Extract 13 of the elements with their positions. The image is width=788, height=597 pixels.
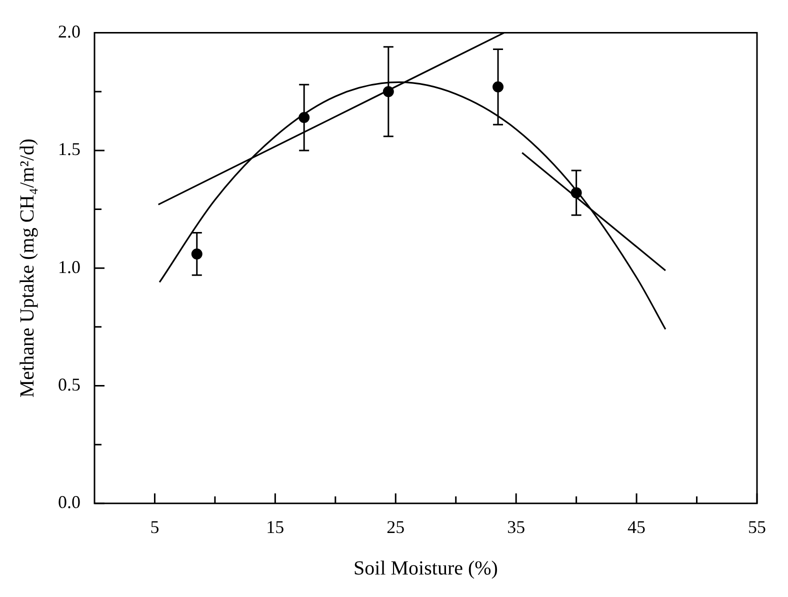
y-tick-label: 0.0 [58,492,80,512]
y-tick-label: 1.0 [58,256,80,277]
x-tick-label: 55 [748,516,766,537]
x-tick-label: 25 [386,516,405,537]
x-axis-title: Soil Moisture (%) [354,557,498,580]
x-tick-label: 45 [628,516,646,537]
x-tick-label: 5 [150,516,160,537]
x-tick-label: 35 [507,516,526,537]
x-tick-label: 15 [266,516,284,537]
y-axis-title: Methane Uptake (mg CH₄/m²/d) [16,138,38,398]
y-tick-label: 0.5 [58,374,80,394]
y-tick-label: 2.0 [58,22,80,42]
y-tick-label: 1.5 [58,139,80,160]
